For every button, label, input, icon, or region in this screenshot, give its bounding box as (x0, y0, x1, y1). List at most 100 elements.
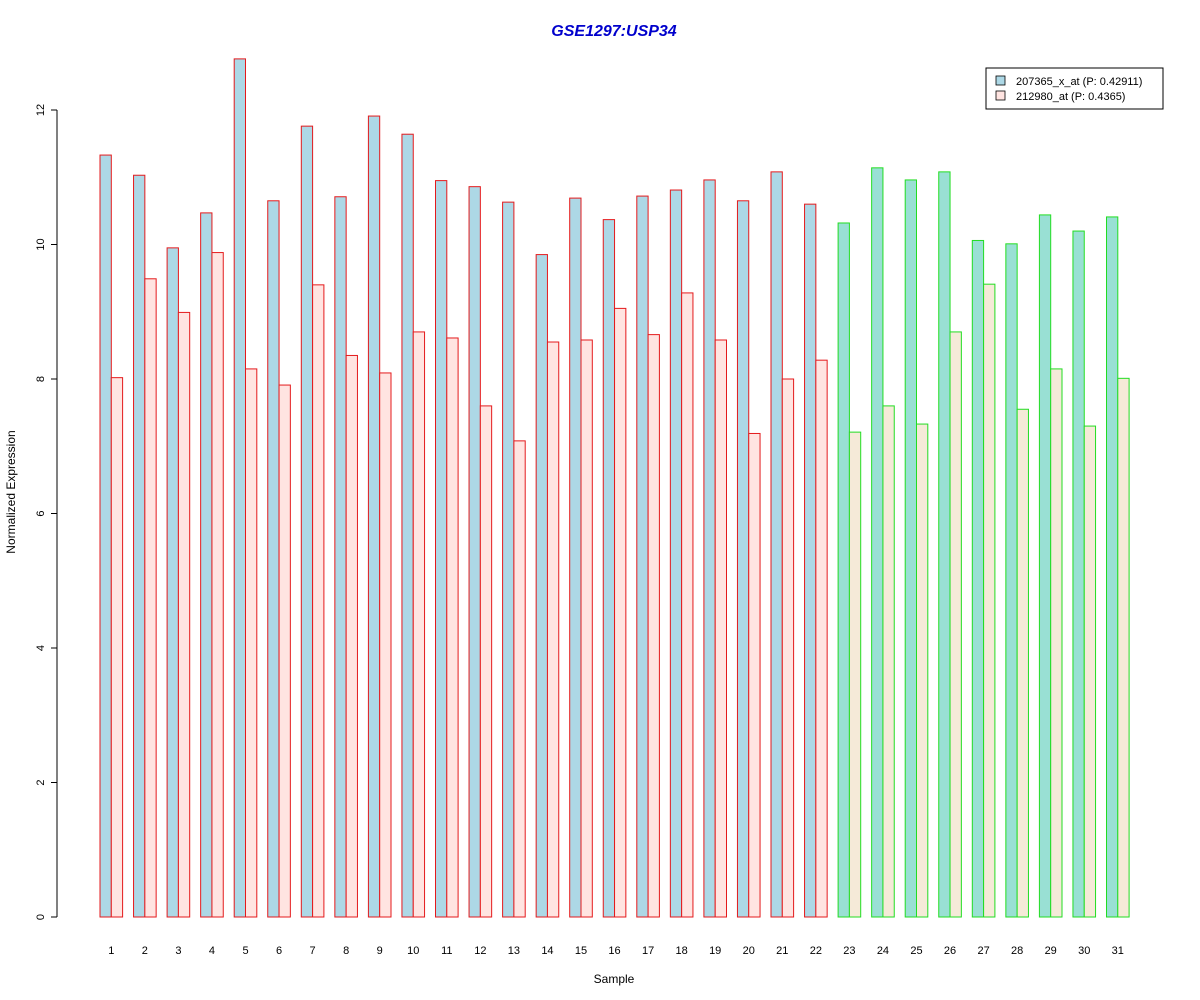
x-tick-label: 9 (377, 945, 383, 957)
bar-series-2 (446, 337, 459, 918)
x-tick-label: 29 (1045, 945, 1057, 957)
bar-series-1 (636, 195, 649, 918)
y-tick-label: 10 (35, 238, 47, 250)
bar-series-1 (435, 180, 448, 918)
bar-series-2 (177, 311, 191, 918)
x-tick-label: 27 (977, 945, 989, 957)
bar-series-2 (546, 341, 560, 918)
bar-series-1 (267, 200, 280, 918)
x-tick-label: 30 (1078, 945, 1090, 957)
x-tick-label: 20 (743, 945, 755, 957)
bar-series-2 (412, 331, 426, 918)
y-tick-label: 0 (35, 914, 47, 920)
bar-series-2 (647, 334, 660, 918)
bar-series-1 (367, 115, 381, 918)
x-axis-title: Sample (594, 972, 635, 986)
y-tick-label: 8 (35, 376, 47, 382)
bar-series-2 (1117, 377, 1130, 918)
bar-series-1 (200, 212, 213, 918)
bar-series-1 (569, 197, 582, 918)
bar-series-2 (211, 252, 224, 918)
bar-series-1 (938, 171, 951, 918)
bar-series-2 (278, 384, 291, 918)
bars (99, 58, 1130, 918)
bar-series-1 (535, 254, 548, 918)
x-tick-label: 13 (508, 945, 520, 957)
bar-series-1 (837, 222, 850, 918)
x-tick-label: 16 (608, 945, 620, 957)
x-tick-label: 31 (1112, 945, 1124, 957)
bar-series-1 (468, 186, 481, 918)
bar-series-1 (233, 58, 246, 918)
legend-box (985, 67, 1164, 110)
bar-series-1 (166, 247, 179, 918)
bar-series-2 (949, 331, 962, 918)
bar-series-2 (983, 283, 996, 918)
x-tick-label: 24 (877, 945, 889, 957)
bar-series-1 (334, 196, 347, 918)
legend-label-1: 207365_x_at (P: 0.42911) (1016, 76, 1142, 88)
bar-series-2 (1083, 425, 1097, 918)
x-tick-label: 17 (642, 945, 654, 957)
legend-label-2: 212980_at (P: 0.4365) (1016, 91, 1125, 103)
legend: 207365_x_at (P: 0.42911) 212980_at (P: 0… (985, 67, 1164, 110)
x-tick-label: 19 (709, 945, 721, 957)
x-tick-label: 3 (175, 945, 181, 957)
bar-series-2 (580, 339, 593, 918)
bar-series-2 (882, 405, 895, 918)
x-tick-label: 14 (541, 945, 553, 957)
bar-series-1 (736, 200, 750, 918)
bar-series-2 (748, 432, 761, 918)
bar-series-2 (245, 368, 258, 918)
bar-series-1 (502, 201, 515, 918)
bar-series-1 (770, 171, 783, 918)
bar-series-1 (300, 125, 314, 918)
bar-series-2 (848, 431, 862, 918)
bar-series-2 (916, 423, 929, 918)
bar-series-2 (1016, 408, 1029, 918)
bar-series-2 (681, 292, 694, 918)
legend-swatch-1 (995, 75, 1006, 86)
bar-series-1 (1072, 230, 1085, 918)
bar-series-1 (133, 174, 146, 918)
x-tick-label: 10 (407, 945, 419, 957)
bar-series-2 (144, 278, 157, 918)
bar-series-2 (345, 354, 358, 918)
x-tick-label: 21 (776, 945, 788, 957)
x-tick-label: 6 (276, 945, 282, 957)
y-tick-label: 4 (35, 645, 47, 651)
bar-series-1 (401, 133, 414, 918)
bar-series-2 (1050, 368, 1063, 918)
x-tick-label: 18 (676, 945, 688, 957)
x-tick-label: 5 (242, 945, 248, 957)
x-tick-label: 26 (944, 945, 956, 957)
bar-series-1 (1038, 214, 1052, 918)
x-tick-label: 8 (343, 945, 349, 957)
bar-series-2 (479, 405, 493, 918)
bar-series-2 (312, 284, 325, 918)
x-tick-label: 23 (843, 945, 855, 957)
x-tick-label: 12 (474, 945, 486, 957)
bar-series-1 (99, 154, 112, 918)
bar-series-1 (1005, 243, 1018, 918)
bar-series-2 (614, 307, 627, 918)
x-tick-label: 25 (910, 945, 922, 957)
bar-series-2 (513, 440, 526, 918)
x-tick-label: 7 (310, 945, 316, 957)
bar-series-2 (781, 378, 795, 918)
bar-series-1 (669, 189, 683, 918)
x-tick-label: 15 (575, 945, 587, 957)
x-tick-label: 1 (108, 945, 114, 957)
bar-series-2 (379, 372, 392, 918)
bar-series-1 (971, 239, 985, 918)
x-axis: 1 2 3 4 5 6 7 8 9 10 11 12 13 14 15 16 17 18 19 20 21 22 23 24 2… (108, 945, 1124, 957)
bar-series-1 (804, 203, 817, 918)
legend-swatch-2 (995, 90, 1006, 101)
bar-series-1 (904, 179, 918, 918)
y-tick-label: 12 (35, 104, 47, 116)
y-axis: 0 2 4 6 8 10 12 (35, 104, 58, 920)
bar-series-2 (714, 339, 728, 918)
chart-title: GSE1297:USP34 (551, 23, 677, 40)
bar-series-1 (602, 219, 616, 918)
